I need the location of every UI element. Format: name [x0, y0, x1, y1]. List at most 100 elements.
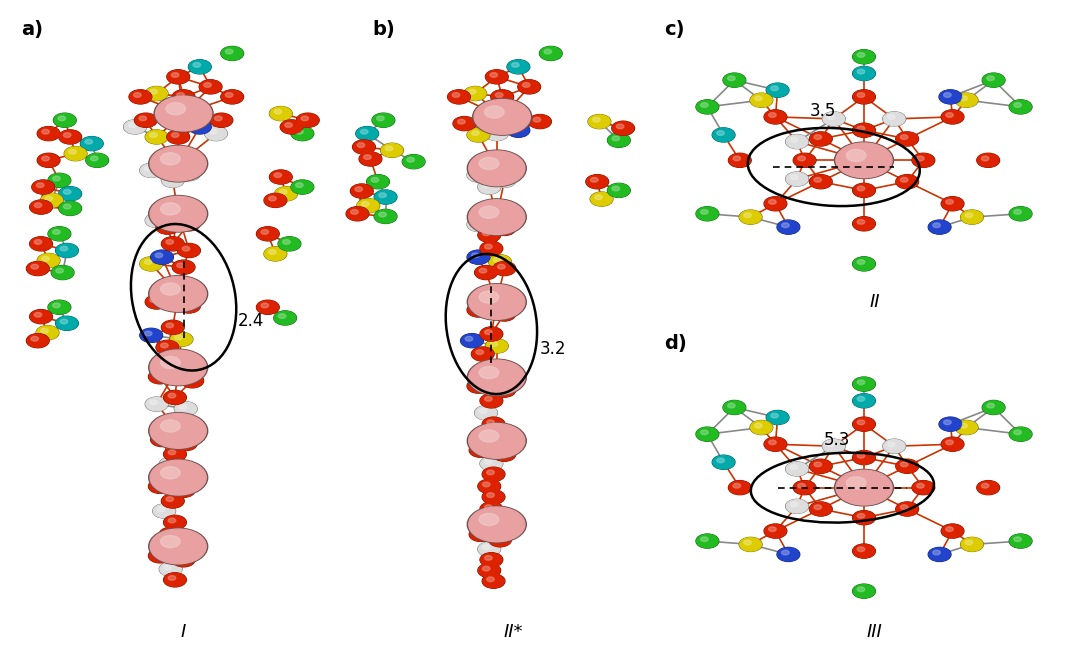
Circle shape	[480, 553, 503, 566]
Circle shape	[765, 437, 787, 452]
Circle shape	[150, 90, 158, 94]
Circle shape	[352, 140, 376, 154]
Circle shape	[205, 127, 228, 141]
Circle shape	[785, 134, 808, 148]
Circle shape	[166, 497, 174, 502]
Circle shape	[481, 553, 502, 566]
Circle shape	[226, 93, 233, 98]
Circle shape	[464, 86, 486, 100]
Circle shape	[167, 70, 190, 84]
Circle shape	[156, 96, 212, 131]
Circle shape	[162, 236, 184, 250]
Circle shape	[30, 237, 52, 250]
Text: I: I	[181, 623, 186, 641]
Circle shape	[612, 136, 620, 141]
Text: a): a)	[22, 20, 43, 39]
Circle shape	[183, 246, 190, 251]
Circle shape	[823, 440, 845, 453]
Circle shape	[983, 73, 1004, 87]
Circle shape	[485, 330, 492, 335]
Circle shape	[480, 514, 499, 526]
Circle shape	[468, 199, 526, 235]
Circle shape	[292, 127, 313, 140]
Text: 3.5: 3.5	[810, 102, 836, 120]
Circle shape	[913, 154, 935, 167]
Circle shape	[858, 380, 865, 385]
Circle shape	[31, 265, 39, 269]
Circle shape	[696, 428, 719, 441]
Circle shape	[166, 103, 186, 115]
Circle shape	[364, 155, 372, 160]
Circle shape	[724, 401, 745, 414]
Circle shape	[60, 319, 68, 324]
Circle shape	[164, 390, 187, 404]
Circle shape	[49, 227, 70, 240]
Circle shape	[160, 457, 181, 472]
Circle shape	[486, 127, 508, 140]
Circle shape	[836, 470, 892, 505]
Circle shape	[896, 460, 918, 473]
Circle shape	[913, 481, 935, 494]
Circle shape	[485, 397, 492, 401]
Circle shape	[161, 467, 180, 479]
Circle shape	[177, 243, 201, 258]
Circle shape	[153, 482, 161, 487]
Circle shape	[518, 79, 541, 94]
Circle shape	[81, 136, 104, 150]
Circle shape	[478, 180, 500, 194]
Circle shape	[944, 420, 951, 425]
Circle shape	[590, 192, 613, 206]
Circle shape	[464, 87, 486, 100]
Circle shape	[183, 220, 190, 224]
Text: 3.2: 3.2	[540, 340, 567, 357]
Circle shape	[375, 209, 397, 223]
Circle shape	[59, 202, 81, 215]
Circle shape	[697, 428, 718, 441]
Circle shape	[204, 83, 212, 88]
Circle shape	[274, 311, 296, 325]
Circle shape	[52, 266, 73, 279]
Circle shape	[468, 359, 526, 395]
Circle shape	[168, 450, 176, 455]
Circle shape	[612, 186, 620, 191]
Circle shape	[179, 405, 187, 409]
Circle shape	[793, 154, 816, 167]
Circle shape	[149, 480, 171, 493]
Circle shape	[472, 220, 480, 225]
Circle shape	[166, 323, 174, 328]
Circle shape	[149, 528, 207, 564]
Circle shape	[896, 175, 918, 188]
Circle shape	[539, 46, 562, 60]
Circle shape	[361, 130, 368, 134]
Circle shape	[215, 116, 222, 121]
Circle shape	[786, 500, 808, 513]
Circle shape	[729, 481, 751, 494]
Circle shape	[380, 143, 403, 157]
Circle shape	[164, 565, 172, 570]
Circle shape	[785, 462, 808, 476]
Circle shape	[853, 544, 876, 558]
Circle shape	[49, 173, 71, 187]
Circle shape	[156, 253, 163, 258]
Circle shape	[150, 433, 173, 446]
Circle shape	[1009, 534, 1032, 548]
Circle shape	[140, 328, 163, 342]
Circle shape	[595, 195, 603, 200]
Circle shape	[483, 490, 504, 504]
Circle shape	[55, 243, 78, 258]
Circle shape	[60, 246, 68, 251]
Circle shape	[150, 277, 206, 311]
Circle shape	[744, 213, 752, 218]
Circle shape	[740, 538, 761, 551]
Circle shape	[765, 524, 787, 538]
Circle shape	[56, 269, 64, 273]
Circle shape	[483, 231, 490, 236]
Circle shape	[729, 481, 752, 494]
Circle shape	[481, 457, 502, 470]
Circle shape	[162, 321, 184, 334]
Circle shape	[492, 173, 516, 187]
Circle shape	[729, 154, 751, 167]
Circle shape	[977, 154, 999, 167]
Circle shape	[810, 460, 832, 473]
Circle shape	[940, 90, 961, 104]
